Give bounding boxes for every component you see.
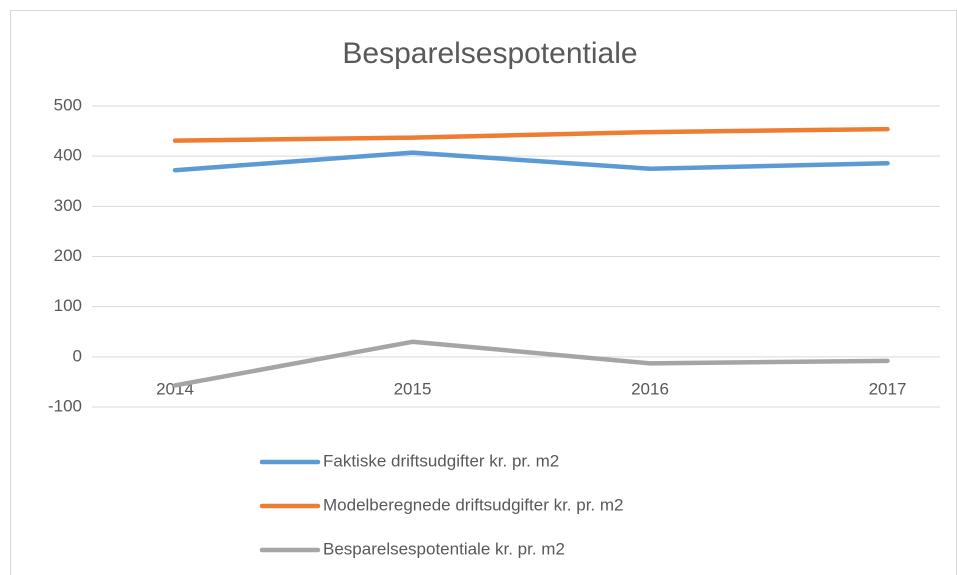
y-tick-label: 0 xyxy=(73,346,82,365)
y-tick-label: 500 xyxy=(54,95,82,114)
chart-title: Besparelsespotentiale xyxy=(342,37,637,70)
y-tick-label: 300 xyxy=(54,196,82,215)
legend-label: Modelberegnede driftsudgifter kr. pr. m2 xyxy=(323,495,624,514)
y-tick-label: 100 xyxy=(54,296,82,315)
y-tick-label: 200 xyxy=(54,246,82,265)
x-tick-label: 2017 xyxy=(869,379,907,398)
chart-frame xyxy=(10,10,957,575)
series-line xyxy=(172,150,890,173)
y-tick-label: 400 xyxy=(54,146,82,165)
y-tick-label: -100 xyxy=(48,396,82,415)
legend-label: Faktiske driftsudgifter kr. pr. m2 xyxy=(323,451,559,470)
x-tick-label: 2015 xyxy=(394,379,432,398)
x-tick-label: 2016 xyxy=(631,379,669,398)
legend-label: Besparelsespotentiale kr. pr. m2 xyxy=(323,539,565,558)
series-line xyxy=(172,339,890,388)
series-line xyxy=(172,126,890,143)
